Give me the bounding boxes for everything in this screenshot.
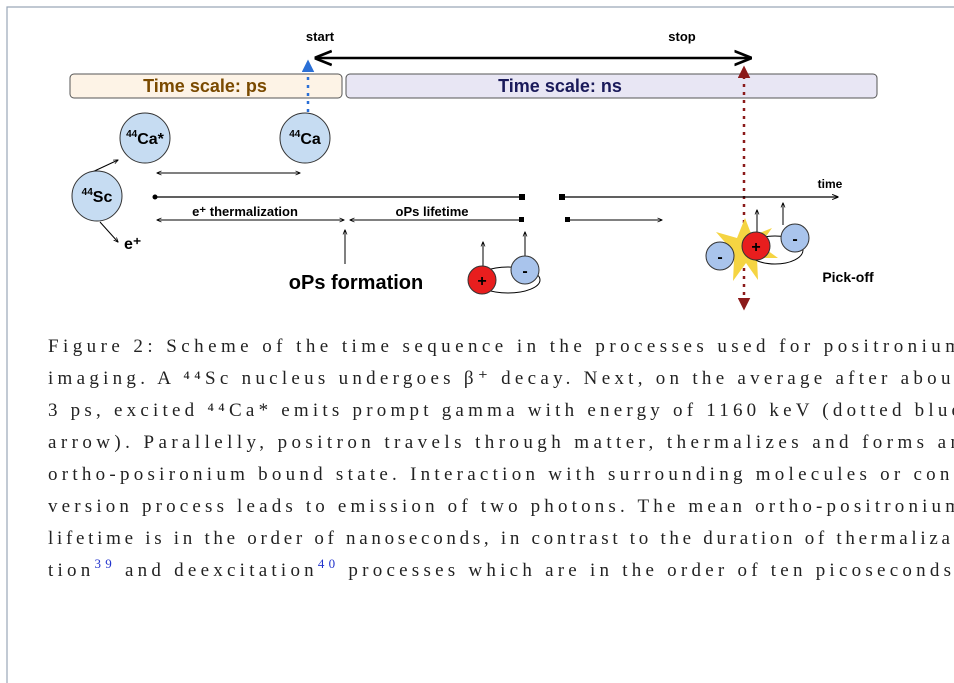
citation[interactable]: 40	[318, 556, 335, 571]
square	[565, 217, 570, 222]
positron	[467, 265, 497, 295]
nucleus-label: 44Ca	[289, 129, 321, 148]
square	[519, 217, 524, 222]
nucleus	[71, 170, 123, 222]
text: and deexcitation	[116, 560, 314, 581]
start-label: start	[306, 29, 335, 44]
symbol: Sc	[93, 189, 113, 206]
stop-label: stop	[668, 29, 696, 44]
caption-line: imaging. A ⁴⁴Sc nucleus undergoes β⁺ dec…	[48, 368, 954, 389]
caption-line: ortho-posironium bound state. Interactio…	[48, 464, 954, 485]
charge: -	[717, 249, 722, 266]
text: processes which are in the order of ten …	[339, 560, 954, 581]
pick-off: - + - Pick-off	[705, 203, 874, 285]
positronium: + -	[467, 232, 541, 295]
mass: 44	[82, 187, 94, 198]
square	[519, 194, 525, 200]
charge: +	[477, 273, 486, 290]
mass: 44	[126, 129, 138, 140]
charge: -	[792, 231, 797, 248]
positron-label: e⁺	[124, 236, 141, 253]
charge: -	[522, 263, 527, 280]
symbol: Ca*	[137, 131, 164, 148]
caption-line: 3 ps, excited ⁴⁴Ca* emits prompt gamma w…	[48, 400, 954, 421]
thermalization-label: e⁺ thermalization	[192, 204, 298, 219]
citation[interactable]: 39	[95, 556, 112, 571]
nuclei: 44Ca* 44Ca 44Sc e⁺	[71, 112, 331, 253]
positron-arrow	[99, 221, 118, 242]
charge: +	[751, 239, 760, 256]
caption-line: Figure 2: Scheme of the time sequence in…	[48, 336, 954, 357]
caption-line: version process leads to emission of two…	[48, 496, 954, 517]
ps-box	[69, 73, 343, 99]
nucleus-label: 44Ca*	[126, 129, 165, 148]
nucleus-label: 44Sc	[82, 187, 113, 206]
pickoff-label: Pick-off	[822, 269, 874, 285]
mass: 44	[289, 129, 301, 140]
electron	[510, 255, 540, 285]
electron	[780, 223, 810, 253]
nucleus	[119, 112, 171, 164]
nucleus	[279, 112, 331, 164]
frame	[6, 6, 954, 683]
caption-line: tion 39 and deexcitation 40 processes whic…	[48, 556, 954, 581]
symbol: Ca	[300, 131, 321, 148]
caption-line: arrow). Parallelly, positron travels thr…	[48, 432, 954, 453]
time-label: time	[818, 177, 843, 191]
electron	[705, 241, 735, 271]
formation-label: oPs formation	[289, 272, 423, 294]
lifetime-label: oPs lifetime	[396, 204, 469, 219]
ns-label: Time scale: ns	[498, 76, 622, 96]
text: tion	[48, 560, 91, 581]
caption-line: lifetime is in the order of nanoseconds,…	[48, 528, 954, 549]
caption: tion 39 and deexcitation 40 processes whic…	[48, 336, 954, 581]
ps-label: Time scale: ps	[143, 76, 267, 96]
positron	[741, 231, 771, 261]
